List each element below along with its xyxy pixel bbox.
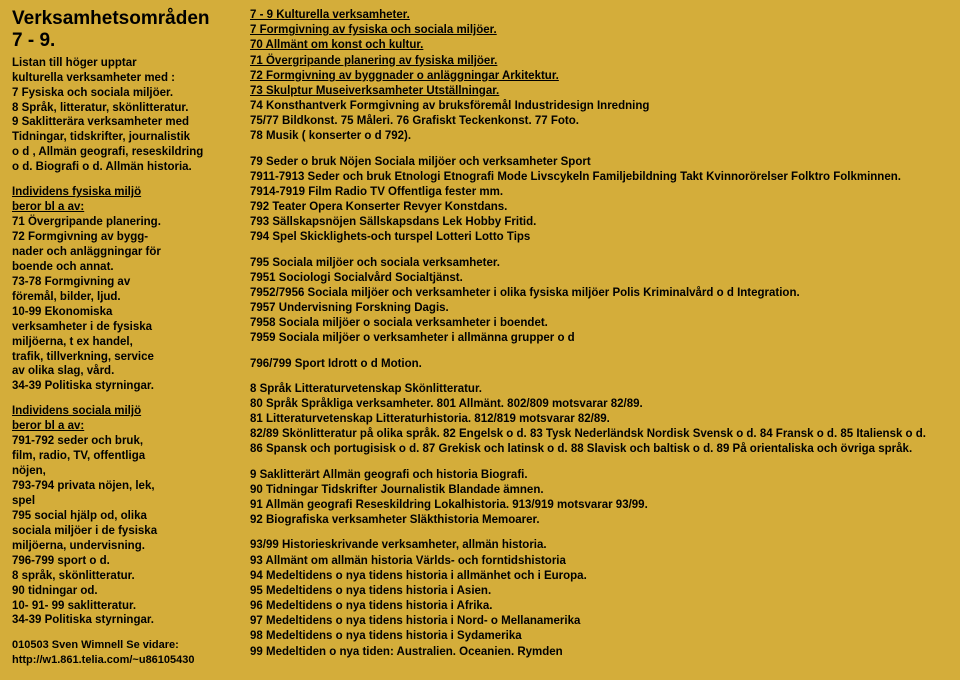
text: 81 Litteraturvetenskap Litteraturhistori… [250, 412, 948, 427]
text: 794 Spel Skicklighets-och turspel Lotter… [250, 230, 948, 245]
footer-line1: 010503 Sven Wimnell Se vidare: [12, 638, 240, 652]
text: kulturella verksamheter med : [12, 71, 240, 86]
text: trafik, tillverkning, service [12, 350, 240, 365]
text: spel [12, 494, 240, 509]
text: 78 Musik ( konserter o d 792). [250, 129, 948, 144]
text: 7 - 9 Kulturella verksamheter. [250, 8, 948, 23]
title: Verksamhetsområden 7 - 9. [12, 8, 240, 52]
text: 10- 91- 99 saklitteratur. [12, 599, 240, 614]
text: 10-99 Ekonomiska [12, 305, 240, 320]
text: 86 Spansk och portugisisk o d. 87 Grekis… [250, 442, 948, 457]
text: 7914-7919 Film Radio TV Offentliga feste… [250, 185, 948, 200]
text: 97 Medeltidens o nya tidens historia i N… [250, 614, 948, 629]
text: nöjen, [12, 464, 240, 479]
text: 99 Medeltiden o nya tiden: Australien. O… [250, 645, 948, 660]
sociala-block: Individens sociala miljö beror bl a av: … [12, 404, 240, 628]
text: 7957 Undervisning Forskning Dagis. [250, 301, 948, 316]
text: 793-794 privata nöjen, lek, [12, 479, 240, 494]
text: 80 Språk Språkliga verksamheter. 801 All… [250, 397, 948, 412]
section-796: 796/799 Sport Idrott o d Motion. [250, 357, 948, 372]
text: 792 Teater Opera Konserter Revyer Konstd… [250, 200, 948, 215]
text: 90 tidningar od. [12, 584, 240, 599]
left-column: Verksamhetsområden 7 - 9. Listan till hö… [12, 8, 250, 672]
fysiska-block: Individens fysiska miljö beror bl a av: … [12, 185, 240, 394]
footer: 010503 Sven Wimnell Se vidare: http://w1… [12, 638, 240, 667]
text: 791-792 seder och bruk, [12, 434, 240, 449]
intro-block: Listan till höger upptar kulturella verk… [12, 56, 240, 176]
text: 93/99 Historieskrivande verksamheter, al… [250, 538, 948, 553]
text: 75/77 Bildkonst. 75 Måleri. 76 Grafiskt … [250, 114, 948, 129]
text: 7 Fysiska och sociala miljöer. [12, 86, 240, 101]
text: 793 Sällskapsnöjen Sällskapsdans Lek Hob… [250, 215, 948, 230]
text: 73-78 Formgivning av [12, 275, 240, 290]
text: 7 Formgivning av fysiska och sociala mil… [250, 23, 948, 38]
subhead: beror bl a av: [12, 200, 240, 215]
text: Listan till höger upptar [12, 56, 240, 71]
text: 96 Medeltidens o nya tidens historia i A… [250, 599, 948, 614]
text: miljöerna, undervisning. [12, 539, 240, 554]
text: 94 Medeltidens o nya tidens historia i a… [250, 569, 948, 584]
text: 34-39 Politiska styrningar. [12, 613, 240, 628]
text: 74 Konsthantverk Formgivning av bruksför… [250, 99, 948, 114]
text: o d , Allmän geografi, reseskildring [12, 145, 240, 160]
text: 72 Formgivning av bygg- [12, 230, 240, 245]
text: 98 Medeltidens o nya tidens historia i S… [250, 629, 948, 644]
text: 9 Saklitterära verksamheter med [12, 115, 240, 130]
text: 7958 Sociala miljöer o sociala verksamhe… [250, 316, 948, 331]
text: 73 Skulptur Museiverksamheter Utställnin… [250, 84, 948, 99]
section-7: 7 - 9 Kulturella verksamheter. 7 Formgiv… [250, 8, 948, 145]
text: 796/799 Sport Idrott o d Motion. [250, 357, 948, 372]
title-line1: Verksamhetsområden [12, 8, 210, 29]
text: film, radio, TV, offentliga [12, 449, 240, 464]
title-line2: 7 - 9. [12, 30, 55, 51]
text: 796-799 sport o d. [12, 554, 240, 569]
text: boende och annat. [12, 260, 240, 275]
text: verksamheter i de fysiska [12, 320, 240, 335]
subhead: Individens fysiska miljö [12, 185, 240, 200]
text: 8 Språk Litteraturvetenskap Skönlitterat… [250, 382, 948, 397]
text: miljöerna, t ex handel, [12, 335, 240, 350]
text: Tidningar, tidskrifter, journalistik [12, 130, 240, 145]
footer-link: http://w1.861.telia.com/~u86105430 [12, 653, 240, 667]
text: 7952/7956 Sociala miljöer och verksamhet… [250, 286, 948, 301]
text: 71 Övergripande planering av fysiska mil… [250, 54, 948, 69]
text: 8 språk, skönlitteratur. [12, 569, 240, 584]
text: 34-39 Politiska styrningar. [12, 379, 240, 394]
text: 7959 Sociala miljöer o verksamheter i al… [250, 331, 948, 346]
text: 795 Sociala miljöer och sociala verksamh… [250, 256, 948, 271]
text: 7951 Sociologi Socialvård Socialtjänst. [250, 271, 948, 286]
section-795: 795 Sociala miljöer och sociala verksamh… [250, 256, 948, 347]
text: nader och anläggningar för [12, 245, 240, 260]
text: 79 Seder o bruk Nöjen Sociala miljöer oc… [250, 155, 948, 170]
subhead: beror bl a av: [12, 419, 240, 434]
text: 82/89 Skönlitteratur på olika språk. 82 … [250, 427, 948, 442]
text: 70 Allmänt om konst och kultur. [250, 38, 948, 53]
text: 93 Allmänt om allmän historia Världs- oc… [250, 554, 948, 569]
text: 7911-7913 Seder och bruk Etnologi Etnogr… [250, 170, 948, 185]
text: av olika slag, vård. [12, 364, 240, 379]
text: sociala miljöer i de fysiska [12, 524, 240, 539]
text: 90 Tidningar Tidskrifter Journalistik Bl… [250, 483, 948, 498]
section-9: 9 Saklitterärt Allmän geografi och histo… [250, 468, 948, 529]
text: 72 Formgivning av byggnader o anläggning… [250, 69, 948, 84]
text: 8 Språk, litteratur, skönlitteratur. [12, 101, 240, 116]
text: 795 social hjälp od, olika [12, 509, 240, 524]
section-79: 79 Seder o bruk Nöjen Sociala miljöer oc… [250, 155, 948, 246]
right-column: 7 - 9 Kulturella verksamheter. 7 Formgiv… [250, 8, 948, 672]
text: 95 Medeltidens o nya tidens historia i A… [250, 584, 948, 599]
section-8: 8 Språk Litteraturvetenskap Skönlitterat… [250, 382, 948, 458]
text: 9 Saklitterärt Allmän geografi och histo… [250, 468, 948, 483]
text: 91 Allmän geografi Reseskildring Lokalhi… [250, 498, 948, 513]
text: föremål, bilder, ljud. [12, 290, 240, 305]
text: 92 Biografiska verksamheter Släkthistori… [250, 513, 948, 528]
text: o d. Biografi o d. Allmän historia. [12, 160, 240, 175]
text: 71 Övergripande planering. [12, 215, 240, 230]
subhead: Individens sociala miljö [12, 404, 240, 419]
section-93: 93/99 Historieskrivande verksamheter, al… [250, 538, 948, 659]
